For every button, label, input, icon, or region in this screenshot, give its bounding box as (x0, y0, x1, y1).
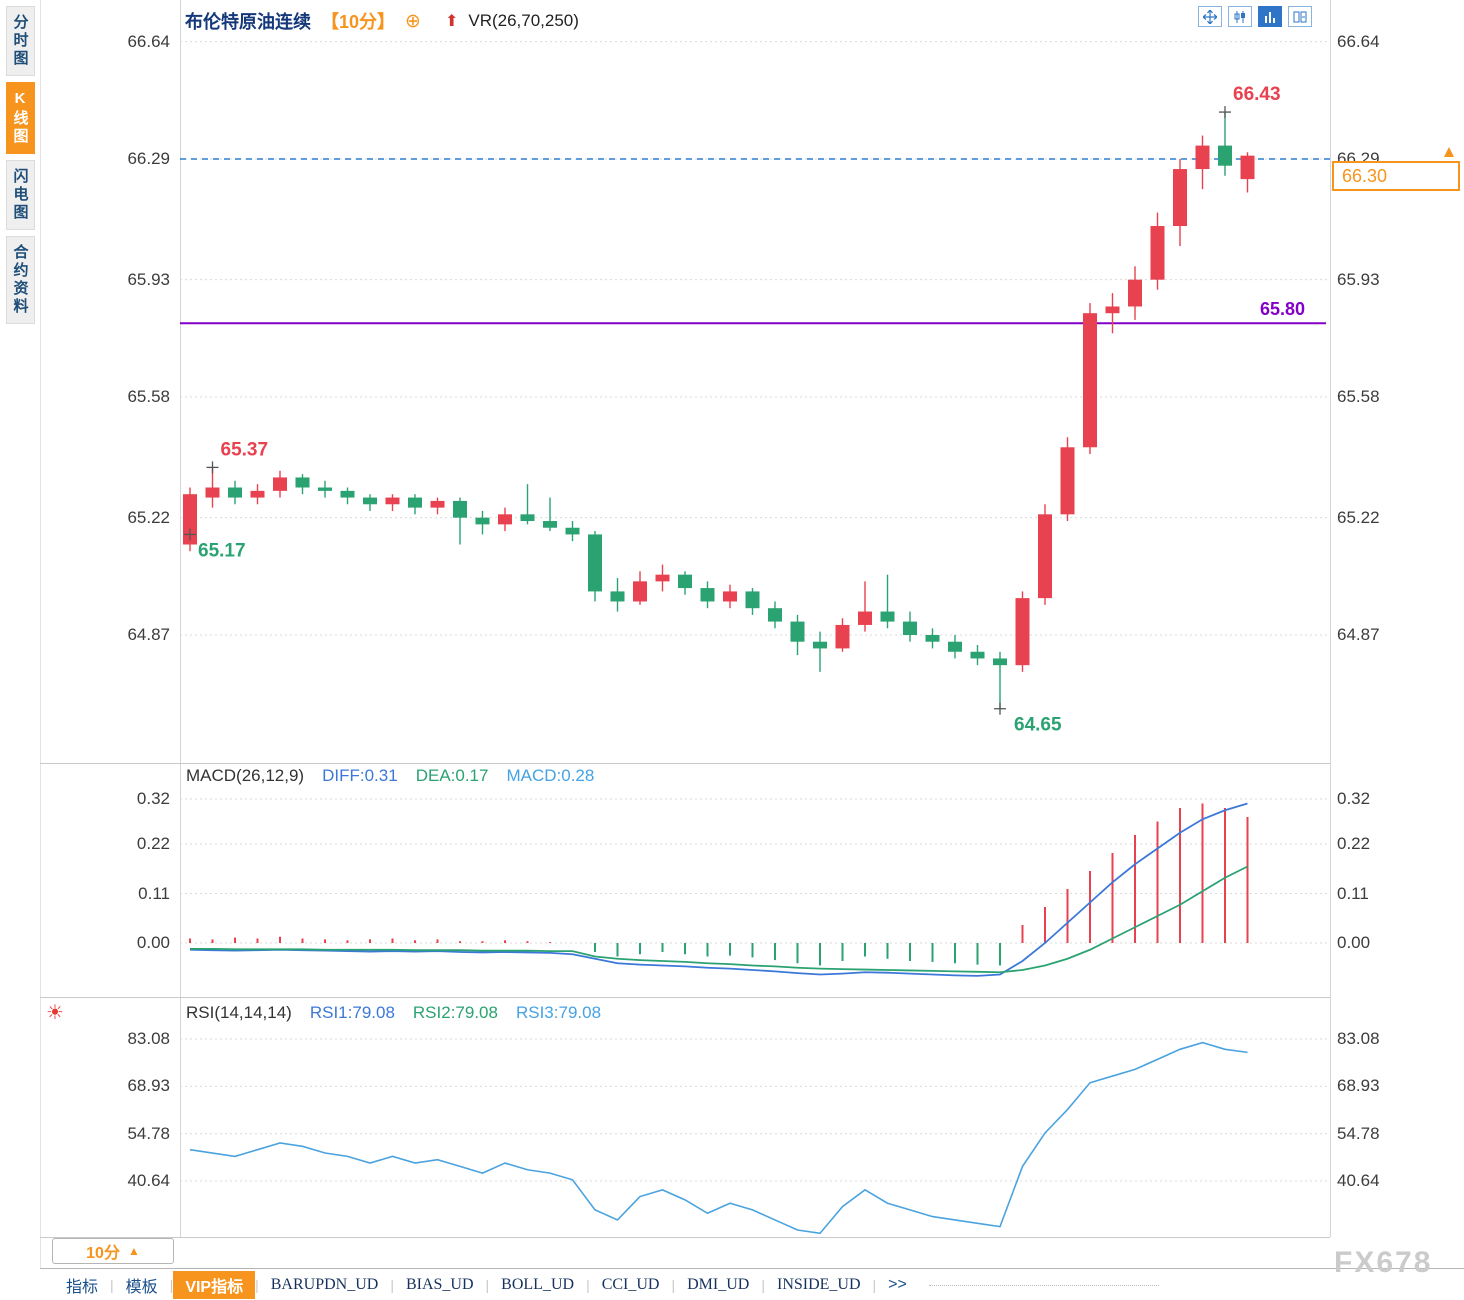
period-selector[interactable]: 10分 ▲ (52, 1238, 174, 1264)
bottom-tab-9[interactable]: >> (888, 1275, 907, 1293)
bottom-tab-bar: 指标 | 模板 | VIP指标 | BARUPDN_UD | BIAS_UD | BOLL_UD | C… (40, 1268, 1464, 1300)
macd-name: MACD(26,12,9) (186, 766, 305, 785)
tab-separator: | (390, 1276, 394, 1293)
period-arrow-icon: ▲ (127, 1244, 140, 1258)
tab-separator: | (586, 1276, 590, 1293)
kline-icon[interactable] (1228, 6, 1252, 27)
period-value: 10分 (86, 1245, 120, 1262)
sidebar-tab-2[interactable]: 闪电图 (5, 160, 35, 230)
red-sun-icon[interactable]: ☀ (46, 1002, 64, 1024)
bottom-tab-2[interactable]: VIP指标 (173, 1270, 256, 1299)
bottom-tab-4[interactable]: BIAS_UD (405, 1275, 474, 1293)
macd-macd-value: MACD:0.28 (506, 766, 595, 785)
tab-separator: | (761, 1276, 765, 1293)
tab-separator: | (485, 1276, 490, 1293)
tab-separator: | (872, 1276, 877, 1293)
trend-up-arrow-icon: ⬆ (444, 13, 459, 30)
bottom-tab-8[interactable]: INSIDE_UD (776, 1275, 861, 1293)
rsi-name: RSI(14,14,14) (186, 1003, 292, 1022)
add-indicator-icon[interactable]: ⊕ (405, 10, 421, 32)
rsi3-value: RSI3:79.08 (515, 1003, 602, 1022)
macd-diff-value: DIFF:0.31 (322, 766, 398, 785)
sidebar-tab-0[interactable]: 分时图 (5, 6, 35, 76)
split-pane-icon[interactable] (1288, 6, 1312, 27)
current-price-box: 66.30 (1332, 161, 1460, 191)
price-annotation: 64.65 (1014, 715, 1062, 736)
tab-separator: | (169, 1276, 174, 1293)
sidebar-tab-3[interactable]: 合约资料 (5, 236, 35, 324)
bar-chart-icon[interactable] (1258, 6, 1282, 27)
sidebar-tab-1[interactable]: K线图 (5, 82, 35, 154)
bottom-tab-7[interactable]: DMI_UD (687, 1275, 750, 1293)
bottom-tab-0[interactable]: 指标 (66, 1278, 99, 1296)
period-label[interactable]: 【10分】 (321, 12, 396, 32)
bottom-tab-1[interactable]: 模板 (125, 1278, 158, 1296)
chart-header: 布伦特原油连续 【10分】 ⊕ ⬆ VR(26,70,250) (185, 8, 579, 34)
bottom-tab-3[interactable]: BARUPDN_UD (270, 1275, 379, 1293)
scrollbar-track[interactable] (928, 1284, 1159, 1286)
rsi1-value: RSI1:79.08 (309, 1003, 395, 1022)
rsi-header: RSI(14,14,14) RSI1:79.08 RSI2:79.08 RSI3… (186, 1003, 601, 1023)
price-annotation: 66.43 (1233, 84, 1281, 105)
fx678-watermark: FX678 (1334, 1246, 1433, 1279)
macd-dea-value: DEA:0.17 (415, 766, 489, 785)
macd-header: MACD(26,12,9) DIFF:0.31 DEA:0.17 MACD:0.… (186, 766, 594, 786)
bottom-tab-6[interactable]: CCI_UD (601, 1275, 660, 1293)
price-annotation: 65.17 (198, 540, 246, 561)
tab-separator: | (255, 1276, 259, 1293)
instrument-title: 布伦特原油连续 (185, 12, 311, 32)
pan-icon[interactable] (1198, 6, 1222, 27)
price-annotation: 65.37 (221, 439, 269, 460)
tab-separator: | (110, 1276, 114, 1293)
rsi2-value: RSI2:79.08 (412, 1003, 498, 1022)
vr-indicator-label: VR(26,70,250) (468, 11, 579, 30)
bottom-tab-5[interactable]: BOLL_UD (501, 1275, 575, 1293)
chart-toolbar (1198, 6, 1312, 27)
tab-separator: | (671, 1276, 676, 1293)
sidebar: 分时图 K线图闪电图合约资料 (0, 0, 40, 1300)
